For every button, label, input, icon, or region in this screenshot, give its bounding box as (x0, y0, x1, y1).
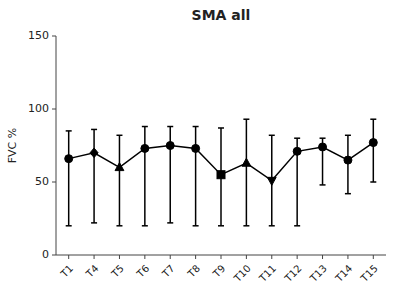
data-point (115, 163, 124, 171)
data-point (293, 147, 301, 155)
error-bar (370, 119, 376, 182)
error-bar (294, 138, 300, 226)
data-point (319, 143, 327, 151)
error-bar (91, 129, 97, 222)
error-bar-cap-high (193, 126, 199, 128)
y-tick (52, 109, 56, 110)
error-bar (142, 127, 148, 226)
error-bar-cap-low (116, 225, 122, 227)
error-bar-stem (246, 119, 248, 226)
chart-container: 0 50 100 150 T1 T4 T5 T6 T7 T8 T9T10T11T12T13T14T1… (0, 0, 400, 307)
x-tick (347, 255, 348, 259)
x-tick (94, 255, 95, 259)
plot-area (65, 119, 378, 226)
x-tick-label: T1 (58, 263, 75, 280)
error-bar-cap-high (116, 135, 122, 137)
data-point (344, 156, 352, 164)
error-bar-cap-low (167, 222, 173, 224)
y-tick-label: 0 (42, 248, 49, 261)
x-tick (322, 255, 323, 259)
error-bar-cap-low (218, 225, 224, 227)
x-tick (195, 255, 196, 259)
x-tick (271, 255, 272, 259)
x-tick-label: T7 (159, 263, 176, 280)
chart-title: SMA all (192, 7, 251, 23)
error-bar-stem (119, 135, 121, 226)
x-tick (144, 255, 145, 259)
error-bar-cap-high (142, 126, 148, 128)
data-point (166, 142, 174, 150)
error-bar-cap-low (66, 225, 72, 227)
data-point (65, 155, 73, 163)
x-tick-label: T10 (231, 263, 253, 285)
error-bar-cap-high (294, 137, 300, 139)
chart-svg: 0 50 100 150 T1 T4 T5 T6 T7 T8 T9T10T11T12T13T14T1… (0, 0, 400, 307)
x-tick-label: T11 (256, 263, 278, 285)
error-bar-cap-low (269, 225, 275, 227)
error-bar-cap-low (345, 193, 351, 195)
data-point (217, 171, 225, 179)
error-bar-cap-low (91, 222, 97, 224)
error-bar-cap-high (66, 130, 72, 132)
y-tick (52, 36, 56, 37)
y-tick-label: 50 (35, 175, 49, 188)
y-tick-label: 150 (28, 29, 49, 42)
error-bar-cap-low (294, 225, 300, 227)
data-point (242, 158, 251, 166)
y-tick (52, 182, 56, 183)
error-bar (218, 128, 224, 226)
error-bar-stem (373, 119, 375, 182)
error-bar (193, 127, 199, 226)
data-point (192, 144, 200, 152)
error-bar-cap-low (320, 184, 326, 186)
error-bar (116, 135, 122, 226)
y-tick (52, 255, 56, 256)
x-tick-label: T13 (307, 263, 329, 285)
error-bar-stem (169, 127, 171, 223)
x-tick-label: T6 (134, 263, 151, 280)
x-tick (373, 255, 374, 259)
error-bar-stem (195, 127, 197, 226)
x-tick-label: T8 (185, 263, 202, 280)
error-bar-cap-high (345, 135, 351, 137)
error-bar-cap-high (320, 137, 326, 139)
error-bar-cap-low (243, 225, 249, 227)
data-point (369, 139, 377, 147)
error-bar-stem (144, 127, 146, 226)
x-tick (119, 255, 120, 259)
x-tick-label: T5 (109, 263, 126, 280)
error-bar-cap-high (167, 126, 173, 128)
x-tick-label: T14 (333, 263, 355, 285)
x-tick (221, 255, 222, 259)
data-point (141, 144, 149, 152)
error-bar-cap-high (91, 129, 97, 131)
x-tick (170, 255, 171, 259)
x-tick-label: T4 (83, 263, 100, 280)
error-bar (243, 119, 249, 226)
x-tick-label: T12 (282, 263, 304, 285)
error-bar-cap-high (370, 118, 376, 120)
x-tick-label: T15 (358, 263, 380, 285)
error-bar-stem (68, 131, 70, 226)
error-bar-cap-low (142, 225, 148, 227)
y-tick-label: 100 (28, 102, 49, 115)
error-bar (345, 135, 351, 193)
error-bar (320, 138, 326, 185)
error-bar-cap-high (243, 118, 249, 120)
data-point (90, 148, 98, 158)
error-bar-stem (93, 129, 95, 222)
y-axis-label: FVC % (6, 128, 19, 163)
error-bar-cap-high (218, 127, 224, 129)
error-bar-cap-low (193, 225, 199, 227)
x-tick (297, 255, 298, 259)
x-tick (68, 255, 69, 259)
y-axis-line (56, 36, 57, 255)
x-tick (246, 255, 247, 259)
x-tick-label: T9 (210, 263, 227, 280)
error-bar (167, 127, 173, 223)
error-bar-cap-high (269, 135, 275, 137)
error-bar (66, 131, 72, 226)
data-point (267, 177, 276, 185)
error-bar-cap-low (370, 181, 376, 183)
